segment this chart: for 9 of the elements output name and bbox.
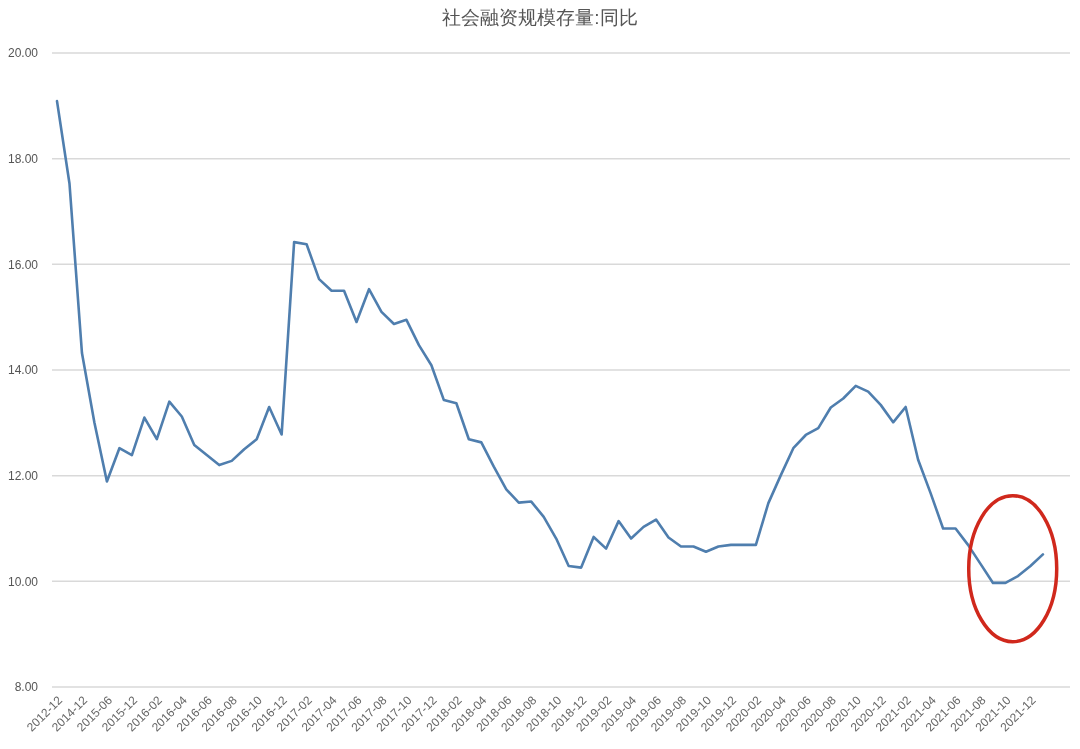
y-tick-label: 8.00: [14, 680, 39, 695]
y-tick-label: 10.00: [7, 574, 39, 589]
y-tick-label: 16.00: [7, 257, 39, 272]
chart-title: 社会融资规模存量:同比: [442, 7, 638, 28]
y-tick-label: 18.00: [7, 151, 39, 166]
y-tick-label: 14.00: [7, 363, 39, 378]
line-series: [55, 99, 1045, 585]
y-tick-label: 20.00: [7, 46, 39, 61]
y-tick-label: 12.00: [7, 468, 39, 483]
